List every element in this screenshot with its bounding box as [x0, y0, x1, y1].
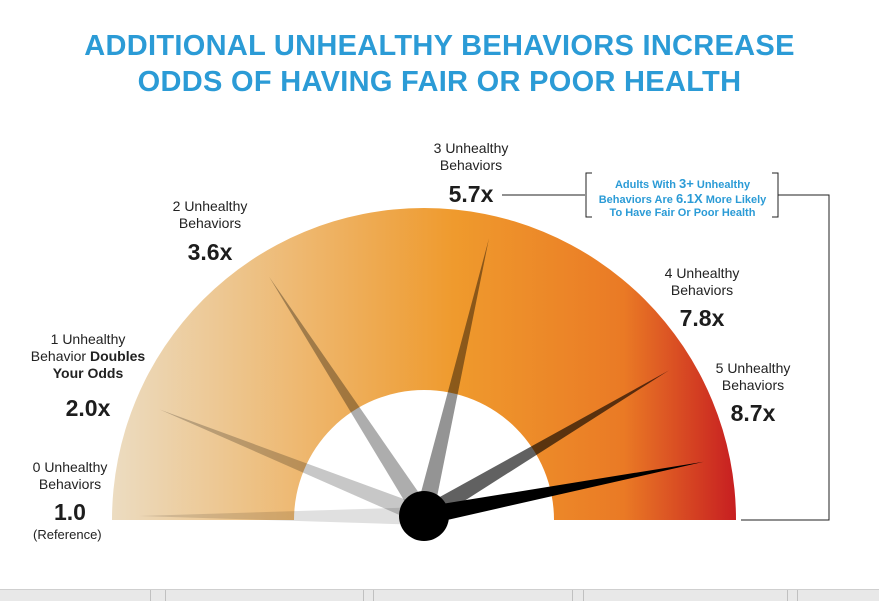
callout-text-3: Behaviors Are: [598, 194, 676, 206]
label-2-line-2: Behaviors: [178, 215, 242, 231]
needle-hub: [399, 491, 449, 541]
right-bracket: [741, 194, 830, 521]
callout-highlight-1: 3+: [679, 176, 694, 191]
value-1-behavior: 2.0x: [65, 395, 111, 421]
needle-4-behaviors: [419, 370, 669, 524]
reference-label: (Reference): [33, 527, 102, 542]
value-5-behaviors: 8.7x: [730, 400, 776, 426]
label-0-behaviors: 0 Unhealthy Behaviors: [20, 459, 120, 493]
label-1-line-3: Your Odds: [18, 365, 158, 382]
label-5-behaviors: 5 Unhealthy Behaviors: [703, 360, 803, 394]
callout-bracket-left: [585, 172, 592, 218]
needle-3-behaviors: [415, 238, 489, 519]
label-5-line-1: 5 Unhealthy: [715, 360, 791, 376]
callout-text-1: Adults With: [614, 179, 679, 191]
callout-text-4: More Likely: [702, 194, 767, 206]
label-4-line-2: Behaviors: [670, 282, 734, 298]
label-2-line-1: 2 Unhealthy: [172, 198, 248, 214]
label-0-line-1: 0 Unhealthy: [32, 459, 108, 475]
label-4-behaviors: 4 Unhealthy Behaviors: [652, 265, 752, 299]
value-2-behaviors: 3.6x: [187, 239, 233, 265]
needle-0-behaviors: [139, 507, 424, 525]
label-4-line-1: 4 Unhealthy: [664, 265, 740, 281]
label-1-line-2: Behavior Doubles: [18, 348, 158, 365]
needle-group: [139, 238, 704, 525]
label-3-line-2: Behaviors: [439, 157, 503, 173]
label-1-line-1: 1 Unhealthy: [50, 331, 126, 347]
chart-title-line-2: ODDS OF HAVING FAIR OR POOR HEALTH: [137, 66, 742, 98]
value-4-behaviors: 7.8x: [679, 305, 725, 331]
callout-text-2: Unhealthy: [693, 179, 751, 191]
value-0-behaviors: 1.0: [54, 499, 86, 525]
label-1-line-2a: Behavior: [30, 348, 90, 364]
callout-highlight-2: 6.1X: [675, 191, 703, 206]
label-1-emphasis-2: Your Odds: [52, 365, 124, 381]
label-3-line-1: 3 Unhealthy: [433, 140, 509, 156]
callout-line-3: To Have Fair Or Poor Health: [609, 207, 756, 219]
needle-5-behaviors: [422, 461, 704, 525]
label-0-line-2: Behaviors: [38, 476, 102, 492]
needle-2-behaviors: [269, 276, 432, 521]
callout-box: Adults With 3+ Unhealthy Behaviors Are 6…: [588, 172, 777, 219]
callout-line-2: Behaviors Are 6.1X More Likely: [588, 192, 777, 207]
label-1-emphasis: Doubles: [89, 348, 146, 364]
chart-title-line-1: ADDITIONAL UNHEALTHY BEHAVIORS INCREASE: [84, 30, 795, 62]
bottom-scrollbar[interactable]: [0, 589, 879, 601]
value-3-behaviors: 5.7x: [448, 181, 494, 207]
label-1-behavior: 1 Unhealthy Behavior Doubles Your Odds: [18, 331, 158, 382]
label-3-behaviors: 3 Unhealthy Behaviors: [421, 140, 521, 174]
gauge-arc: [112, 208, 736, 520]
needle-1-behaviors: [159, 409, 428, 525]
label-5-line-2: Behaviors: [721, 377, 785, 393]
label-2-behaviors: 2 Unhealthy Behaviors: [160, 198, 260, 232]
callout-line-1: Adults With 3+ Unhealthy: [588, 177, 777, 192]
